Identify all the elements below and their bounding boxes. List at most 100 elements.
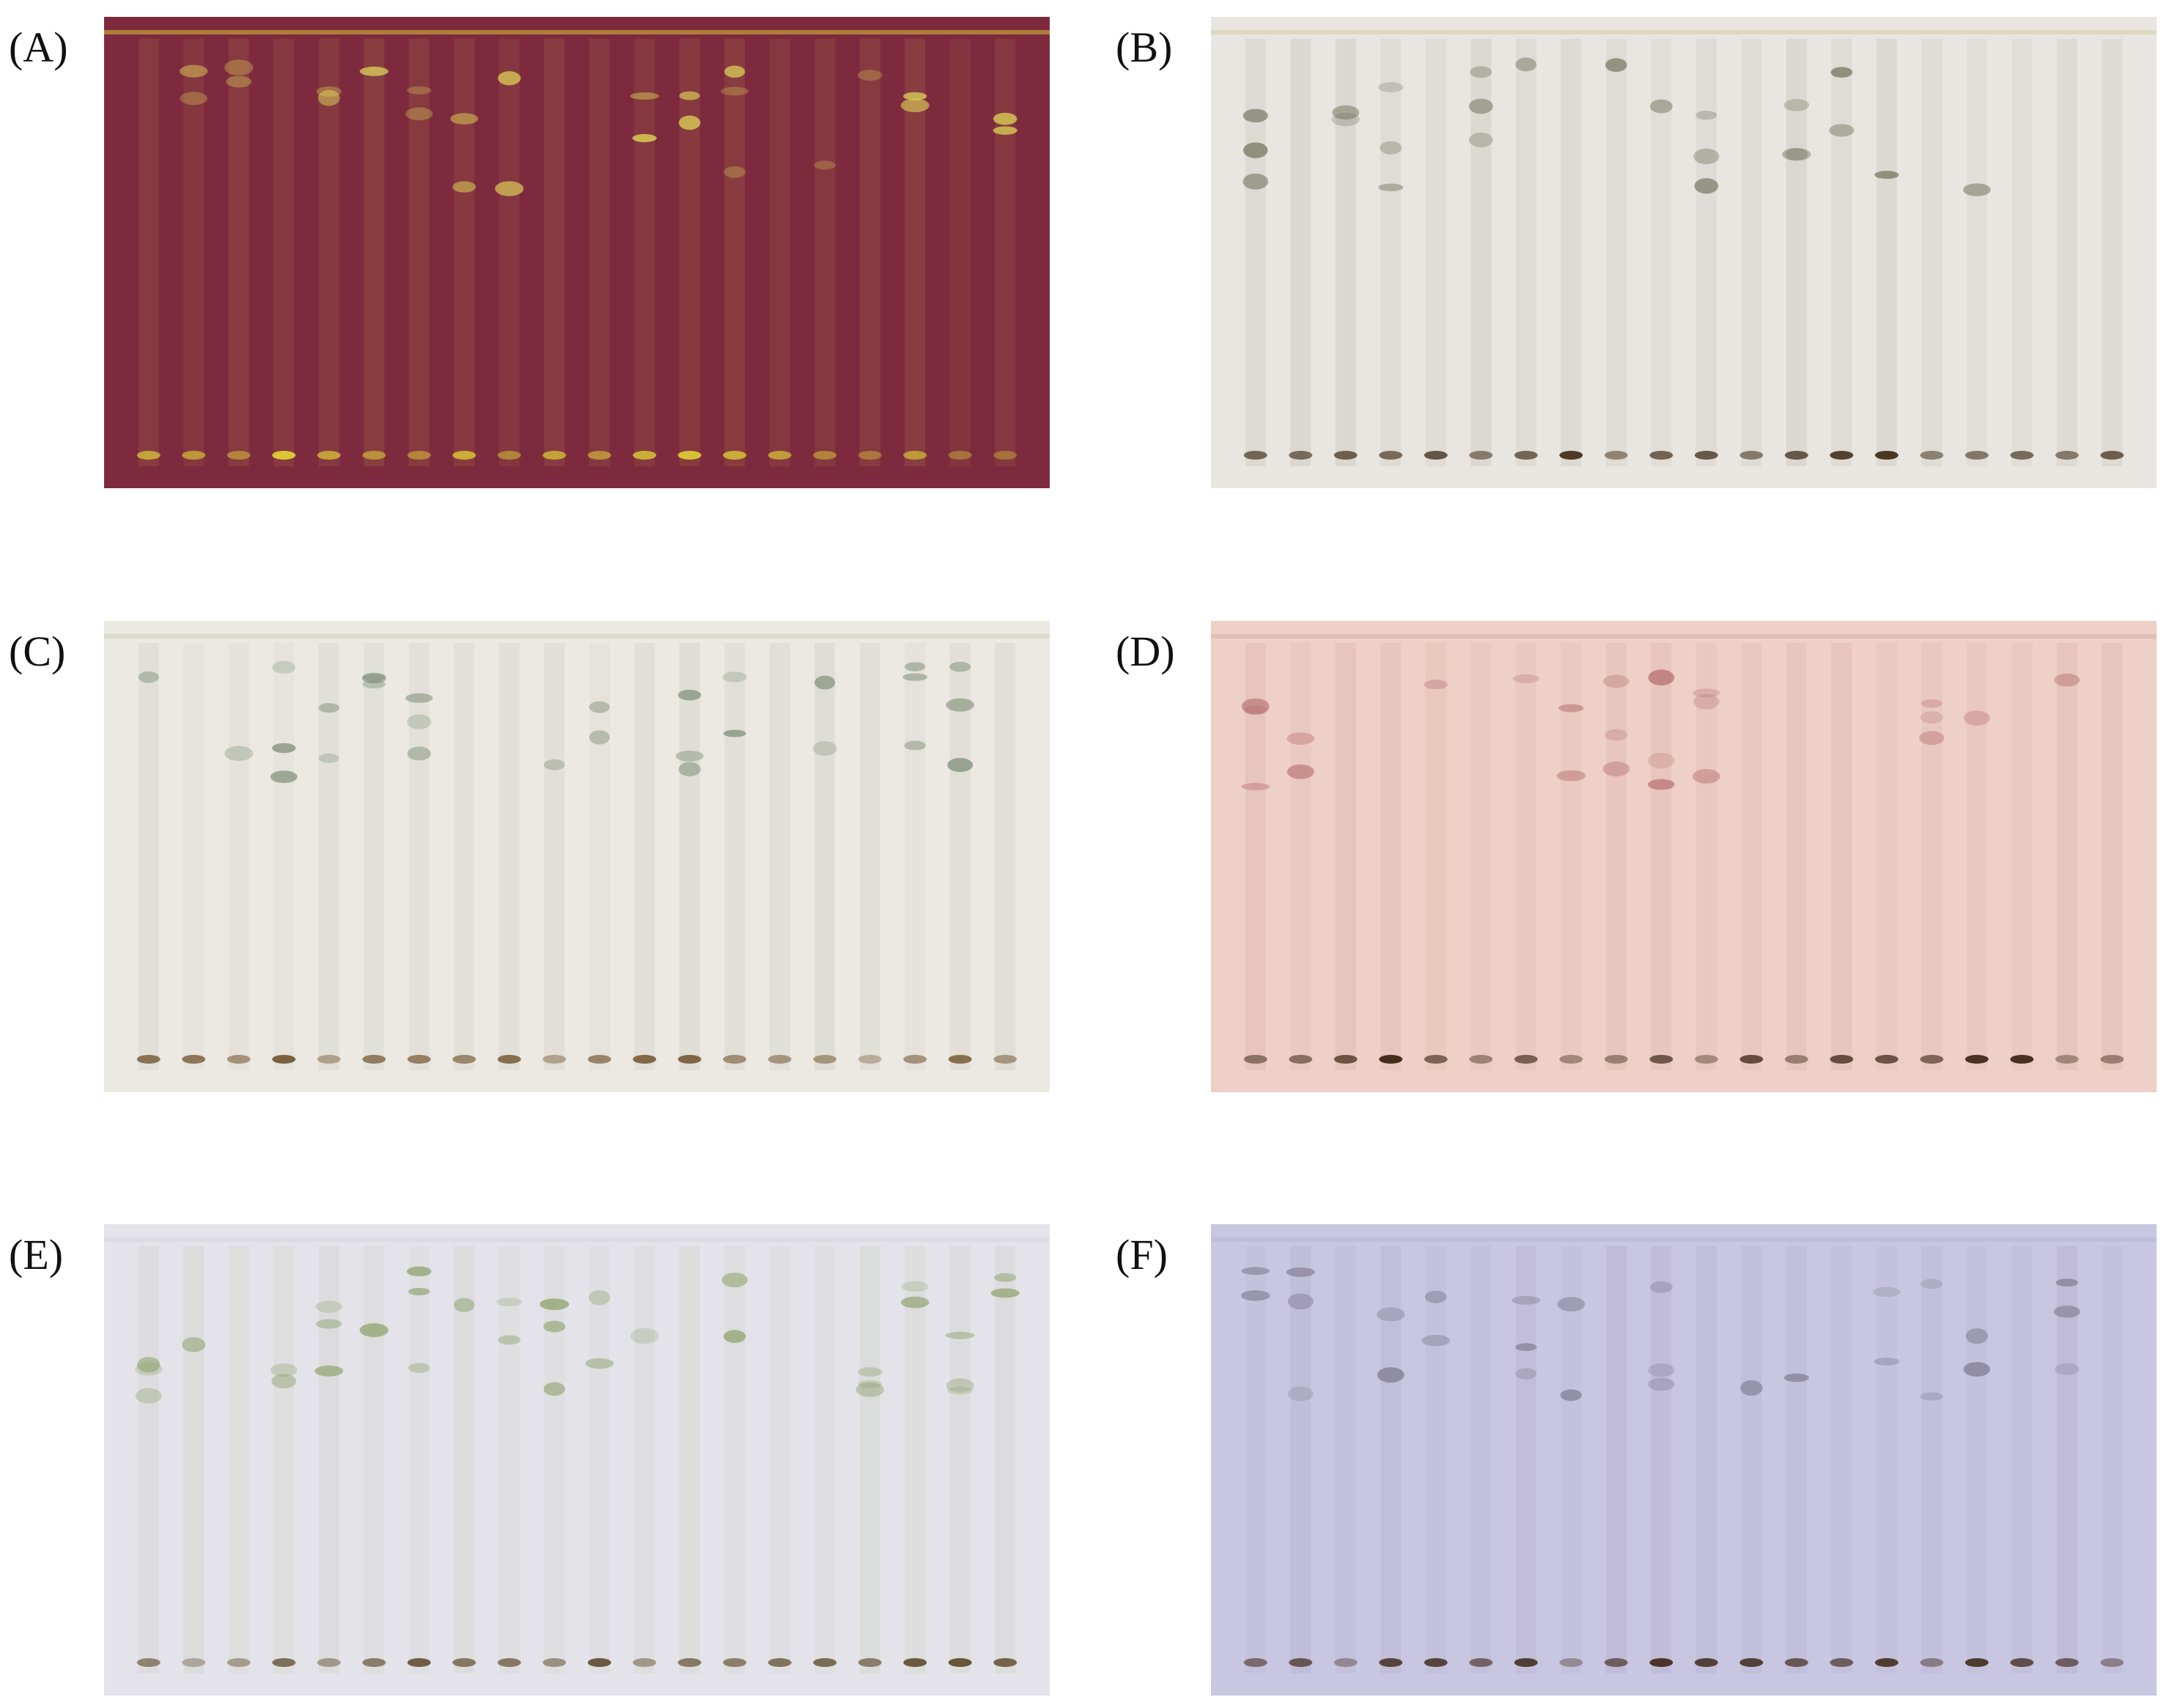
tlc-band [1421,1334,1451,1347]
lane-streak [138,643,159,1070]
tlc-band [1694,177,1719,194]
tlc-plate-a [104,17,1050,488]
tlc-band [722,671,747,682]
lane-streak [589,39,610,466]
lane-streak [183,643,205,1070]
tlc-band [589,701,610,713]
lane-streak [634,39,655,466]
tlc-band [1470,66,1492,78]
tlc-plate-d [1211,621,2157,1092]
baseline-spot [362,1658,386,1667]
tlc-band [182,1337,206,1352]
tlc-band [314,1365,344,1377]
tlc-band [316,1319,342,1329]
tlc-band [585,1358,614,1369]
tlc-band [857,70,883,81]
lane-streak [1290,39,1311,466]
lane-streak [1651,1246,1672,1674]
baseline-spot [587,1055,611,1064]
tlc-band [1515,1343,1537,1352]
solvent-front [1211,1237,2157,1242]
tlc-band [901,1281,929,1292]
tlc-band [2054,673,2080,687]
baseline-spot [182,1658,206,1667]
tlc-band [318,753,339,763]
lane-streak [408,643,430,1070]
baseline-spot [1514,451,1538,460]
baseline-spot [677,1658,702,1667]
lane-streak [634,643,655,1070]
tlc-band [814,161,836,170]
lane-streak [454,643,475,1070]
baseline-spot [1920,1658,1944,1667]
tlc-band [2053,1305,2080,1318]
tlc-band [903,92,927,100]
tlc-band [945,1331,975,1339]
tlc-band [272,660,296,674]
tlc-band [135,1388,162,1404]
lane-streak [1966,1246,1987,1674]
tlc-band [1963,710,1990,726]
baseline-spot [407,1658,431,1667]
tlc-band [1468,132,1493,147]
tlc-band [1696,110,1718,120]
tlc-band [993,1273,1017,1282]
tlc-band [1424,680,1448,690]
tlc-band [359,66,389,76]
lane-streak [138,39,159,466]
tlc-band [317,89,340,106]
baseline-spot [1965,1055,1989,1064]
baseline-spot [633,451,657,460]
baseline-spot [1424,1055,1448,1064]
lane-streak [1335,643,1356,1070]
plate-image-f [1211,1224,2157,1696]
tlc-band [589,730,610,745]
tlc-band [1377,1367,1405,1383]
lane-streak [949,1246,971,1674]
lane-streak [1696,39,1717,466]
tlc-band [316,86,342,97]
tlc-band [947,757,973,773]
tlc-band [1424,1290,1447,1303]
lane-streak [724,1246,746,1674]
tlc-band [1785,147,1808,161]
tlc-band [1874,1358,1900,1366]
tlc-band [498,1335,521,1345]
tlc-band [679,91,700,100]
lane-streak [859,1246,880,1674]
tlc-band [450,113,479,125]
tlc-band [408,1363,430,1374]
lane-streak [1290,643,1311,1070]
tlc-band [1243,108,1268,123]
plate-image-c [104,621,1050,1092]
baseline-spot [497,1658,521,1667]
lane-streak [1876,39,1897,466]
baseline-spot [1874,451,1899,460]
lane-streak [364,643,385,1070]
tlc-band [1963,1361,1990,1377]
baseline-spot [1830,1658,1854,1667]
lane-streak [228,643,249,1070]
lane-streak [1561,39,1582,466]
tlc-plate-c [104,621,1050,1092]
tlc-band [1965,1328,1988,1344]
baseline-spot [542,1055,567,1064]
lane-streak [1831,39,1852,466]
tlc-band [946,1378,974,1393]
lane-streak [498,1246,520,1674]
lane-streak [408,1246,430,1674]
tlc-band [180,92,207,106]
tlc-band [1648,1363,1675,1377]
tlc-band [1556,770,1586,781]
baseline-spot [542,451,567,460]
tlc-band [1240,1290,1270,1301]
plate-background [1211,17,2157,488]
lane-streak [183,1246,205,1674]
tlc-band [678,115,701,130]
baseline-spot [136,1055,161,1064]
baseline-spot [1379,451,1403,460]
tlc-band [1602,674,1630,688]
tlc-band [1557,1297,1586,1312]
baseline-spot [1649,1055,1674,1064]
lane-streak [498,39,520,466]
